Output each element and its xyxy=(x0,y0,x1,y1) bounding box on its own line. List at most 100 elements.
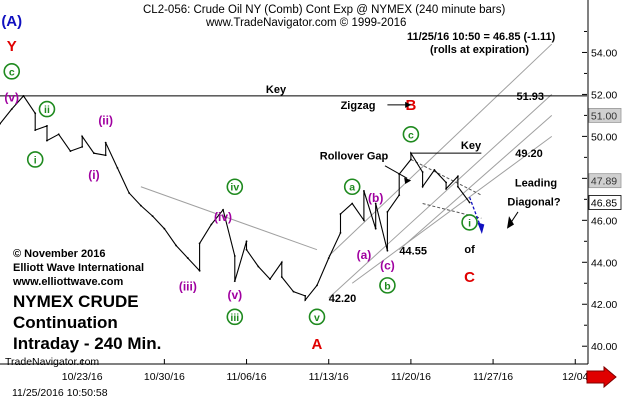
credit-line-2: Elliott Wave International xyxy=(13,262,144,274)
wave-label-(ii): (ii) xyxy=(98,114,113,128)
channel-lines xyxy=(140,43,553,299)
rollover-gap-pointer xyxy=(384,165,408,179)
price-point xyxy=(128,192,131,194)
channel-line-0 xyxy=(328,43,553,257)
low-42-label: 42.20 xyxy=(329,293,357,305)
scroll-right-arrow-icon[interactable] xyxy=(586,365,617,389)
price-point xyxy=(245,240,248,243)
wave-label-v: v xyxy=(314,312,320,324)
price-point xyxy=(245,248,248,251)
price-point xyxy=(10,108,13,111)
wave-label-(i): (i) xyxy=(88,168,99,182)
wave-circle-v xyxy=(308,308,326,326)
rollover-gap-annotation: Rollover Gap xyxy=(320,150,389,162)
price-point xyxy=(363,219,365,222)
price-point xyxy=(233,280,236,283)
price-point xyxy=(222,208,224,211)
price-point xyxy=(445,187,448,190)
key-line-49-value: 49.20 xyxy=(515,148,543,160)
price-point xyxy=(363,190,365,192)
price-point xyxy=(339,232,342,234)
low-44-label: 44.55 xyxy=(399,246,427,258)
annotations: Zigzag Rollover Gap Leading Diagonal? 42.20 4… xyxy=(320,100,561,305)
x-tick-label: 11/13/16 xyxy=(309,371,349,383)
price-point xyxy=(374,202,377,205)
wave-label-iv: iv xyxy=(230,182,239,194)
price-point xyxy=(374,227,377,230)
price-point xyxy=(34,112,37,115)
key-line-49-label: Key xyxy=(461,140,482,152)
price-point xyxy=(327,257,330,259)
leading-diagonal-arrow-icon xyxy=(507,216,514,229)
wave-label-(c): (c) xyxy=(380,258,395,272)
y-tick-label: 44.00 xyxy=(591,257,617,269)
wave-circle-i xyxy=(26,151,44,168)
projection-arrow-head-icon xyxy=(477,222,485,234)
price-point xyxy=(316,284,318,287)
price-point xyxy=(69,150,72,152)
wave-label-a: a xyxy=(349,182,355,194)
price-point xyxy=(410,158,412,161)
wave-circle-iv xyxy=(226,178,244,196)
wave-label-(iii): (iii) xyxy=(179,279,197,293)
x-tick-label: 11/27/16 xyxy=(473,371,513,383)
price-series xyxy=(0,94,471,302)
rolls-note: (rolls at expiration) xyxy=(430,44,530,56)
credit-line-1: © November 2016 xyxy=(13,248,106,260)
price-box xyxy=(588,108,622,123)
wave-label-(a): (a) xyxy=(357,248,372,262)
x-tick-label: 11/20/16 xyxy=(391,371,431,383)
wave-circle-a xyxy=(343,178,361,196)
x-tick-label: 11/06/16 xyxy=(226,371,266,383)
wave-label-(iv): (iv) xyxy=(214,210,232,224)
price-point xyxy=(0,122,1,125)
channel-line-2 xyxy=(351,135,553,284)
price-point xyxy=(104,141,107,144)
credit-line-3: www.elliottwave.com xyxy=(13,276,124,288)
price-point xyxy=(151,215,154,218)
price-point xyxy=(433,169,436,171)
zigzag-annotation: Zigzag xyxy=(341,100,376,112)
price-point xyxy=(351,202,354,205)
price-point xyxy=(421,185,424,188)
key-lines: Key 51.93 Key 49.20 xyxy=(0,84,587,160)
price-box xyxy=(588,195,622,210)
wave-labels: (A)Yc(v)iii(ii)(i)(iv)iv(iii)(v)iii vAa(b… xyxy=(1,13,478,353)
y-tick-label: 46.00 xyxy=(591,215,617,227)
price-point xyxy=(386,211,389,213)
wave-label-A: A xyxy=(312,336,323,353)
price-boxes: 51.00 47.89 46.85 xyxy=(588,108,622,210)
wave-label-ii: ii xyxy=(44,104,50,116)
price-box-label: 51.00 xyxy=(591,110,617,122)
wave-label-i: i xyxy=(34,154,37,166)
y-tick-label: 40.00 xyxy=(591,341,617,353)
price-point xyxy=(339,213,342,215)
y-tick-label: 54.00 xyxy=(591,47,617,59)
market-title: NYMEX CRUDE xyxy=(13,292,139,311)
wave-circle-c xyxy=(3,63,21,80)
wave-label-B: B xyxy=(405,97,416,114)
x-tick-label: 10/30/16 xyxy=(144,371,185,383)
price-point xyxy=(198,242,201,245)
diagonal-dashed-line-0 xyxy=(410,159,482,196)
diagonal-annotation: Diagonal? xyxy=(507,197,560,209)
price-point xyxy=(304,299,307,301)
price-point xyxy=(398,194,401,197)
wave-circle-c xyxy=(402,125,420,143)
price-point xyxy=(139,204,142,207)
price-box-label: 46.85 xyxy=(591,197,617,209)
channel-line-1 xyxy=(328,94,553,299)
price-point xyxy=(22,94,25,97)
x-tick-label: 12/04 xyxy=(562,371,588,383)
price-point xyxy=(34,129,37,131)
of-label: of xyxy=(464,244,475,256)
price-point xyxy=(163,227,166,230)
y-tick-label: 52.00 xyxy=(591,89,617,101)
price-point xyxy=(93,152,95,155)
channel-line-3 xyxy=(398,115,553,251)
price-point xyxy=(456,185,459,188)
wave-label-c: c xyxy=(408,129,414,141)
wave-label-C: C xyxy=(464,269,475,286)
